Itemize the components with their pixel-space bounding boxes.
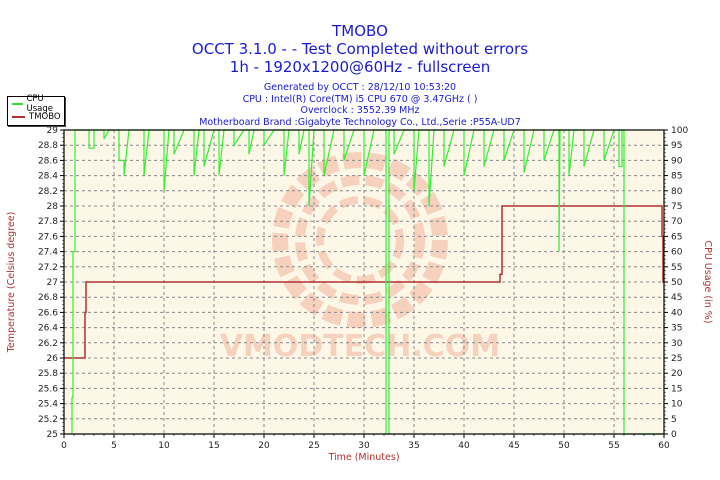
x-tick-label: 50 xyxy=(558,441,570,451)
overclock-info: Overclock : 3552.39 MHz xyxy=(300,105,420,116)
y-left-tick-label: 25.2 xyxy=(38,415,58,425)
motherboard-info: Motherboard Brand :Gigabyte Technology C… xyxy=(199,117,521,128)
y-left-tick-label: 28.4 xyxy=(38,172,58,182)
y-right-tick-label: 75 xyxy=(671,202,682,212)
x-tick-label: 0 xyxy=(61,441,67,451)
y-right-tick-label: 65 xyxy=(671,232,682,242)
y-right-tick-label: 60 xyxy=(671,248,683,258)
y-right-tick-label: 25 xyxy=(671,354,682,364)
y-left-axis-title: Temperature (Celsius degree) xyxy=(6,212,17,354)
y-left-tick-label: 28.2 xyxy=(38,187,58,197)
y-right-tick-label: 70 xyxy=(671,217,683,227)
y-left-tick-label: 25.8 xyxy=(38,369,58,379)
chart-title: TMOBO xyxy=(332,22,388,40)
y-left-tick-label: 27.6 xyxy=(38,232,58,242)
y-right-tick-label: 35 xyxy=(671,324,682,334)
y-right-tick-label: 0 xyxy=(671,430,677,440)
y-left-tick-label: 26 xyxy=(47,354,59,364)
legend-item-tmobo: TMOBO xyxy=(12,111,61,123)
chart-legend: CPU Usage TMOBO xyxy=(7,94,65,126)
legend-label: CPU Usage xyxy=(26,94,53,114)
y-left-tick-label: 27.4 xyxy=(38,248,58,258)
y-right-tick-label: 40 xyxy=(671,308,683,318)
y-right-axis-title: CPU Usage (in %) xyxy=(702,240,713,323)
chart-subtitle-test: OCCT 3.1.0 - - Test Completed without er… xyxy=(191,40,529,58)
y-left-tick-label: 28.6 xyxy=(38,156,58,166)
chart-subtitle-mode: 1h - 1920x1200@60Hz - fullscreen xyxy=(229,58,491,76)
y-right-tick-label: 5 xyxy=(671,415,677,425)
y-left-tick-label: 27 xyxy=(47,278,58,288)
x-tick-label: 10 xyxy=(158,441,170,451)
y-left-tick-label: 27.2 xyxy=(38,263,58,273)
y-left-tick-label: 28 xyxy=(47,202,59,212)
y-left-tick-label: 25.4 xyxy=(38,400,58,410)
y-right-tick-label: 45 xyxy=(671,293,682,303)
y-right-tick-label: 30 xyxy=(671,339,683,349)
x-axis-title: Time (Minutes) xyxy=(327,452,399,463)
y-left-tick-label: 26.6 xyxy=(38,308,58,318)
x-tick-label: 15 xyxy=(208,441,219,451)
y-right-tick-label: 10 xyxy=(671,400,683,410)
cpu-info: CPU : Intel(R) Core(TM) i5 CPU 670 @ 3.4… xyxy=(242,94,478,105)
y-right-tick-label: 50 xyxy=(671,278,683,288)
x-tick-label: 55 xyxy=(608,441,619,451)
y-left-tick-label: 26.8 xyxy=(38,293,58,303)
y-left-tick-label: 28.8 xyxy=(38,141,58,151)
x-tick-label: 35 xyxy=(408,441,419,451)
y-right-tick-label: 15 xyxy=(671,384,682,394)
y-right-tick-label: 55 xyxy=(671,263,682,273)
x-tick-label: 5 xyxy=(111,441,117,451)
x-tick-label: 45 xyxy=(508,441,519,451)
y-right-tick-label: 90 xyxy=(671,156,683,166)
x-tick-label: 60 xyxy=(658,441,670,451)
watermark-text: VMODTECH.COM xyxy=(220,329,500,364)
x-tick-label: 20 xyxy=(258,441,270,451)
legend-item-cpu-usage: CPU Usage xyxy=(12,94,64,114)
y-left-tick-label: 29 xyxy=(47,126,59,136)
y-left-tick-label: 25 xyxy=(47,430,58,440)
y-left-tick-label: 26.4 xyxy=(38,324,58,334)
y-right-tick-label: 100 xyxy=(671,126,688,136)
y-left-tick-label: 27.8 xyxy=(38,217,58,227)
y-left-tick-label: 26.2 xyxy=(38,339,58,349)
generated-info: Generated by OCCT : 28/12/10 10:53:20 xyxy=(263,82,457,93)
y-left-tick-label: 25.6 xyxy=(38,384,58,394)
legend-swatch-icon xyxy=(12,116,25,118)
y-right-tick-label: 80 xyxy=(671,187,683,197)
x-tick-label: 25 xyxy=(308,441,319,451)
legend-label: TMOBO xyxy=(29,112,61,122)
y-right-tick-label: 95 xyxy=(671,141,682,151)
y-right-tick-label: 85 xyxy=(671,172,682,182)
y-right-tick-label: 20 xyxy=(671,369,683,379)
legend-swatch-icon xyxy=(12,103,23,105)
x-tick-label: 40 xyxy=(458,441,470,451)
series-line-tmobo xyxy=(64,205,664,359)
x-tick-label: 30 xyxy=(358,441,370,451)
